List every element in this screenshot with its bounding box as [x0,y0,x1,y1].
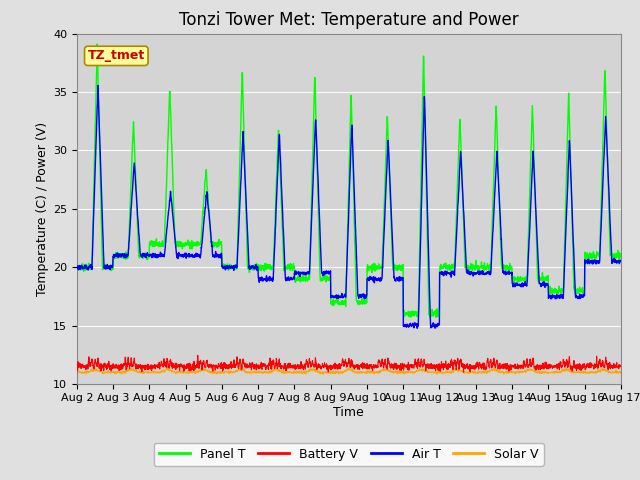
Text: TZ_tmet: TZ_tmet [88,49,145,62]
Title: Tonzi Tower Met: Temperature and Power: Tonzi Tower Met: Temperature and Power [179,11,518,29]
Solar V [365,368,372,374]
Battery V [225,366,232,372]
Battery V [570,364,577,370]
Solar V [319,372,327,377]
Panel T [93,41,101,47]
Solar V [73,369,81,375]
Panel T [508,263,515,269]
Solar V [584,370,592,376]
Battery V [376,364,384,370]
Panel T [73,261,81,267]
Air T [617,257,625,263]
Air T [508,269,515,275]
Battery V [460,369,467,375]
Panel T [570,256,577,262]
Solar V [508,369,515,374]
Line: Solar V: Solar V [77,368,621,374]
Air T [73,263,81,269]
Panel T [225,267,232,273]
Legend: Panel T, Battery V, Air T, Solar V: Panel T, Battery V, Air T, Solar V [154,443,544,466]
Solar V [163,365,171,371]
Battery V [617,364,625,370]
Line: Panel T: Panel T [77,44,621,317]
Panel T [376,264,384,270]
Air T [570,237,577,242]
Line: Battery V: Battery V [77,355,621,372]
Panel T [584,252,592,258]
Battery V [194,352,202,358]
Solar V [377,368,385,373]
Air T [225,264,232,270]
Panel T [365,265,372,271]
Air T [94,83,102,88]
Battery V [365,362,372,368]
Solar V [570,369,577,374]
Battery V [73,364,81,370]
Panel T [432,314,440,320]
Battery V [584,363,592,369]
Y-axis label: Temperature (C) / Power (V): Temperature (C) / Power (V) [36,122,49,296]
Air T [365,276,372,281]
Air T [376,275,384,281]
Panel T [617,254,625,260]
X-axis label: Time: Time [333,406,364,419]
Line: Air T: Air T [77,85,621,328]
Air T [413,325,421,331]
Battery V [508,364,515,370]
Solar V [225,369,232,375]
Solar V [617,370,625,376]
Air T [584,259,592,264]
